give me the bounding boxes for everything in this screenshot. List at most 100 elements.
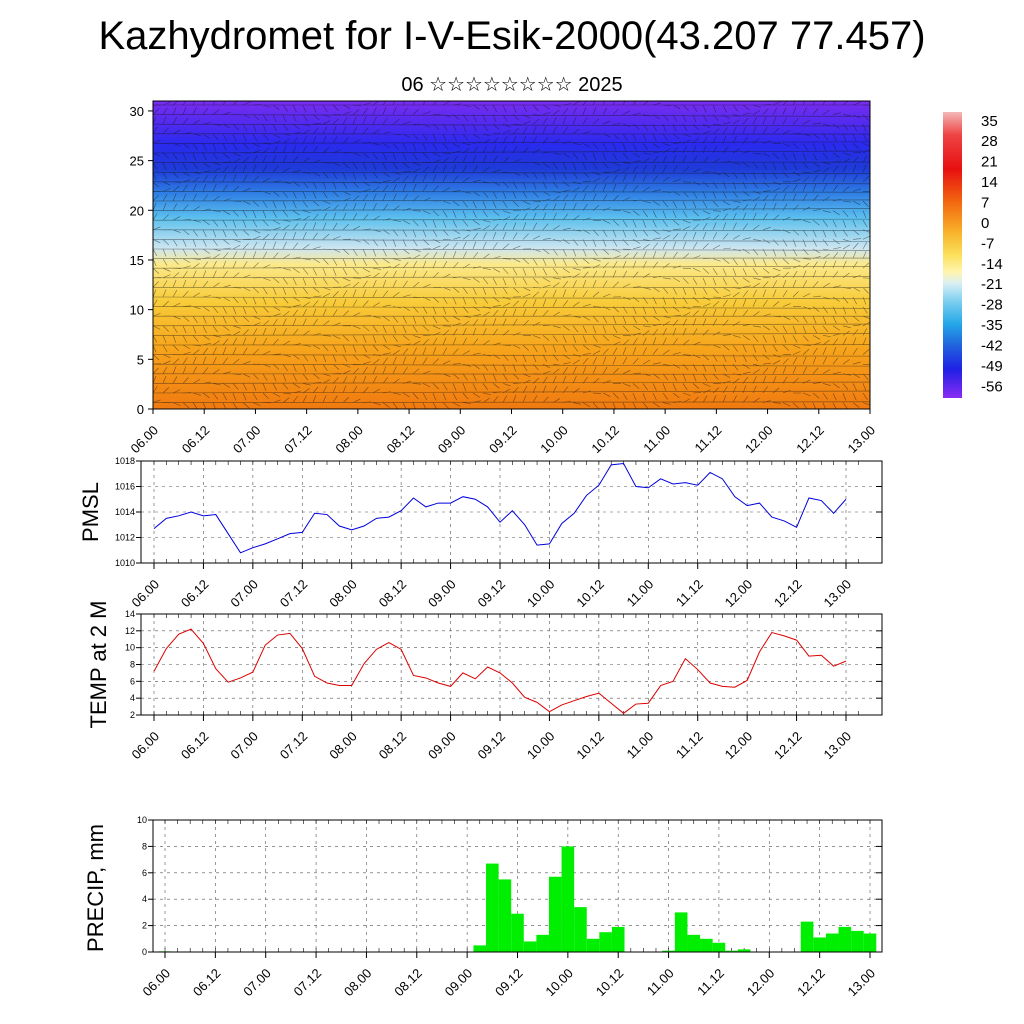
wind-barb [482, 373, 487, 382]
wind-barb [452, 296, 457, 305]
wind-barb [592, 392, 601, 395]
wind-barb [632, 383, 640, 389]
heatmap-x-tick-label: 11.12 [692, 423, 725, 456]
wind-barb [492, 104, 498, 113]
precip-x-tick-label: 13.00 [845, 966, 879, 1000]
wind-barb [552, 212, 557, 221]
wind-barb [312, 300, 319, 307]
precip-bar [674, 912, 688, 952]
wind-barb [862, 200, 869, 207]
wind-barb [372, 239, 378, 247]
wind-barb [462, 263, 470, 269]
colorbar-label: -7 [981, 235, 994, 252]
wind-barb [462, 114, 469, 122]
wind-barb [302, 114, 308, 122]
wind-barb [322, 344, 329, 352]
wind-barb [153, 226, 161, 231]
precip-x-tick-label: 09.00 [442, 966, 476, 1000]
wind-barb [862, 251, 867, 259]
wind-barb [532, 212, 537, 221]
wind-barb [572, 366, 577, 374]
wind-barb [512, 200, 519, 207]
wind-barb [212, 260, 217, 269]
wind-barb [392, 306, 401, 309]
wind-barb [362, 361, 371, 365]
wind-barb [322, 233, 330, 240]
wind-barb [632, 271, 639, 278]
wind-barb [862, 383, 867, 391]
wind-barb [192, 392, 201, 396]
wind-barb [732, 234, 740, 240]
wind-barb [702, 114, 708, 122]
wind-barb-row [153, 141, 870, 144]
wind-barb [792, 344, 801, 349]
wind-barb [252, 175, 259, 183]
wind-barb [542, 151, 551, 154]
wind-barb [632, 338, 638, 346]
wind-barb [782, 344, 790, 351]
wind-barb [472, 141, 481, 144]
wind-barb [542, 248, 550, 255]
wind-barb [572, 359, 580, 365]
wind-barb [452, 229, 461, 235]
wind-barb [522, 385, 528, 394]
wind-barb [432, 296, 439, 303]
wind-barb [682, 200, 687, 209]
wind-barb [502, 388, 511, 394]
wind-barb [182, 193, 187, 202]
wind-barb [162, 152, 170, 159]
wind-barb [612, 316, 617, 324]
wind-barb [422, 123, 431, 128]
wind-barb [362, 228, 371, 231]
wind-barb [652, 261, 659, 269]
wind-barb [312, 171, 321, 177]
wind-barb [662, 277, 671, 280]
temp-y-tick-label: 8 [130, 660, 135, 670]
wind-barb [842, 272, 850, 279]
wind-barb [702, 222, 708, 230]
wind-barb [662, 155, 667, 163]
wind-barb [512, 344, 521, 349]
wind-barb [432, 210, 440, 217]
heatmap-x-tick-label: 07.12 [281, 423, 315, 457]
wind-barb [812, 356, 817, 365]
wind-barb [192, 162, 199, 170]
wind-barb [182, 279, 187, 288]
wind-barb [602, 143, 608, 151]
wind-barb [222, 184, 228, 192]
wind-barb [422, 184, 428, 192]
wind-barb [362, 239, 370, 245]
wind-barb [692, 328, 698, 336]
wind-barb [702, 287, 708, 295]
wind-barb [552, 225, 560, 231]
wind-barb [702, 267, 710, 274]
wind-barb [652, 337, 657, 346]
wind-barb [592, 178, 601, 183]
wind-barb [632, 185, 639, 192]
wind-barb [812, 175, 818, 182]
wind-barb [422, 143, 427, 151]
wind-barb [772, 172, 778, 180]
wind-barb [762, 227, 771, 231]
wind-barb [402, 229, 407, 238]
wind-barb [712, 301, 720, 307]
wind-barb [672, 352, 681, 355]
wind-barb [392, 280, 397, 288]
wind-barb [382, 376, 389, 384]
wind-barb [652, 124, 657, 132]
wind-barb [532, 385, 537, 394]
wind-barb [422, 197, 431, 202]
wind-barb [602, 306, 611, 311]
wind-barb [402, 143, 408, 151]
wind-barb [732, 248, 741, 252]
wind-barb [702, 231, 707, 240]
wind-barb [662, 104, 671, 107]
temp-x-tick-label: 06.12 [178, 729, 212, 763]
wind-barb [592, 118, 600, 125]
wind-barb [172, 325, 178, 333]
wind-barb [802, 248, 809, 256]
wind-barb [832, 357, 839, 365]
wind-barb [482, 267, 491, 270]
wind-barb [412, 270, 417, 278]
wind-barb [412, 368, 420, 375]
